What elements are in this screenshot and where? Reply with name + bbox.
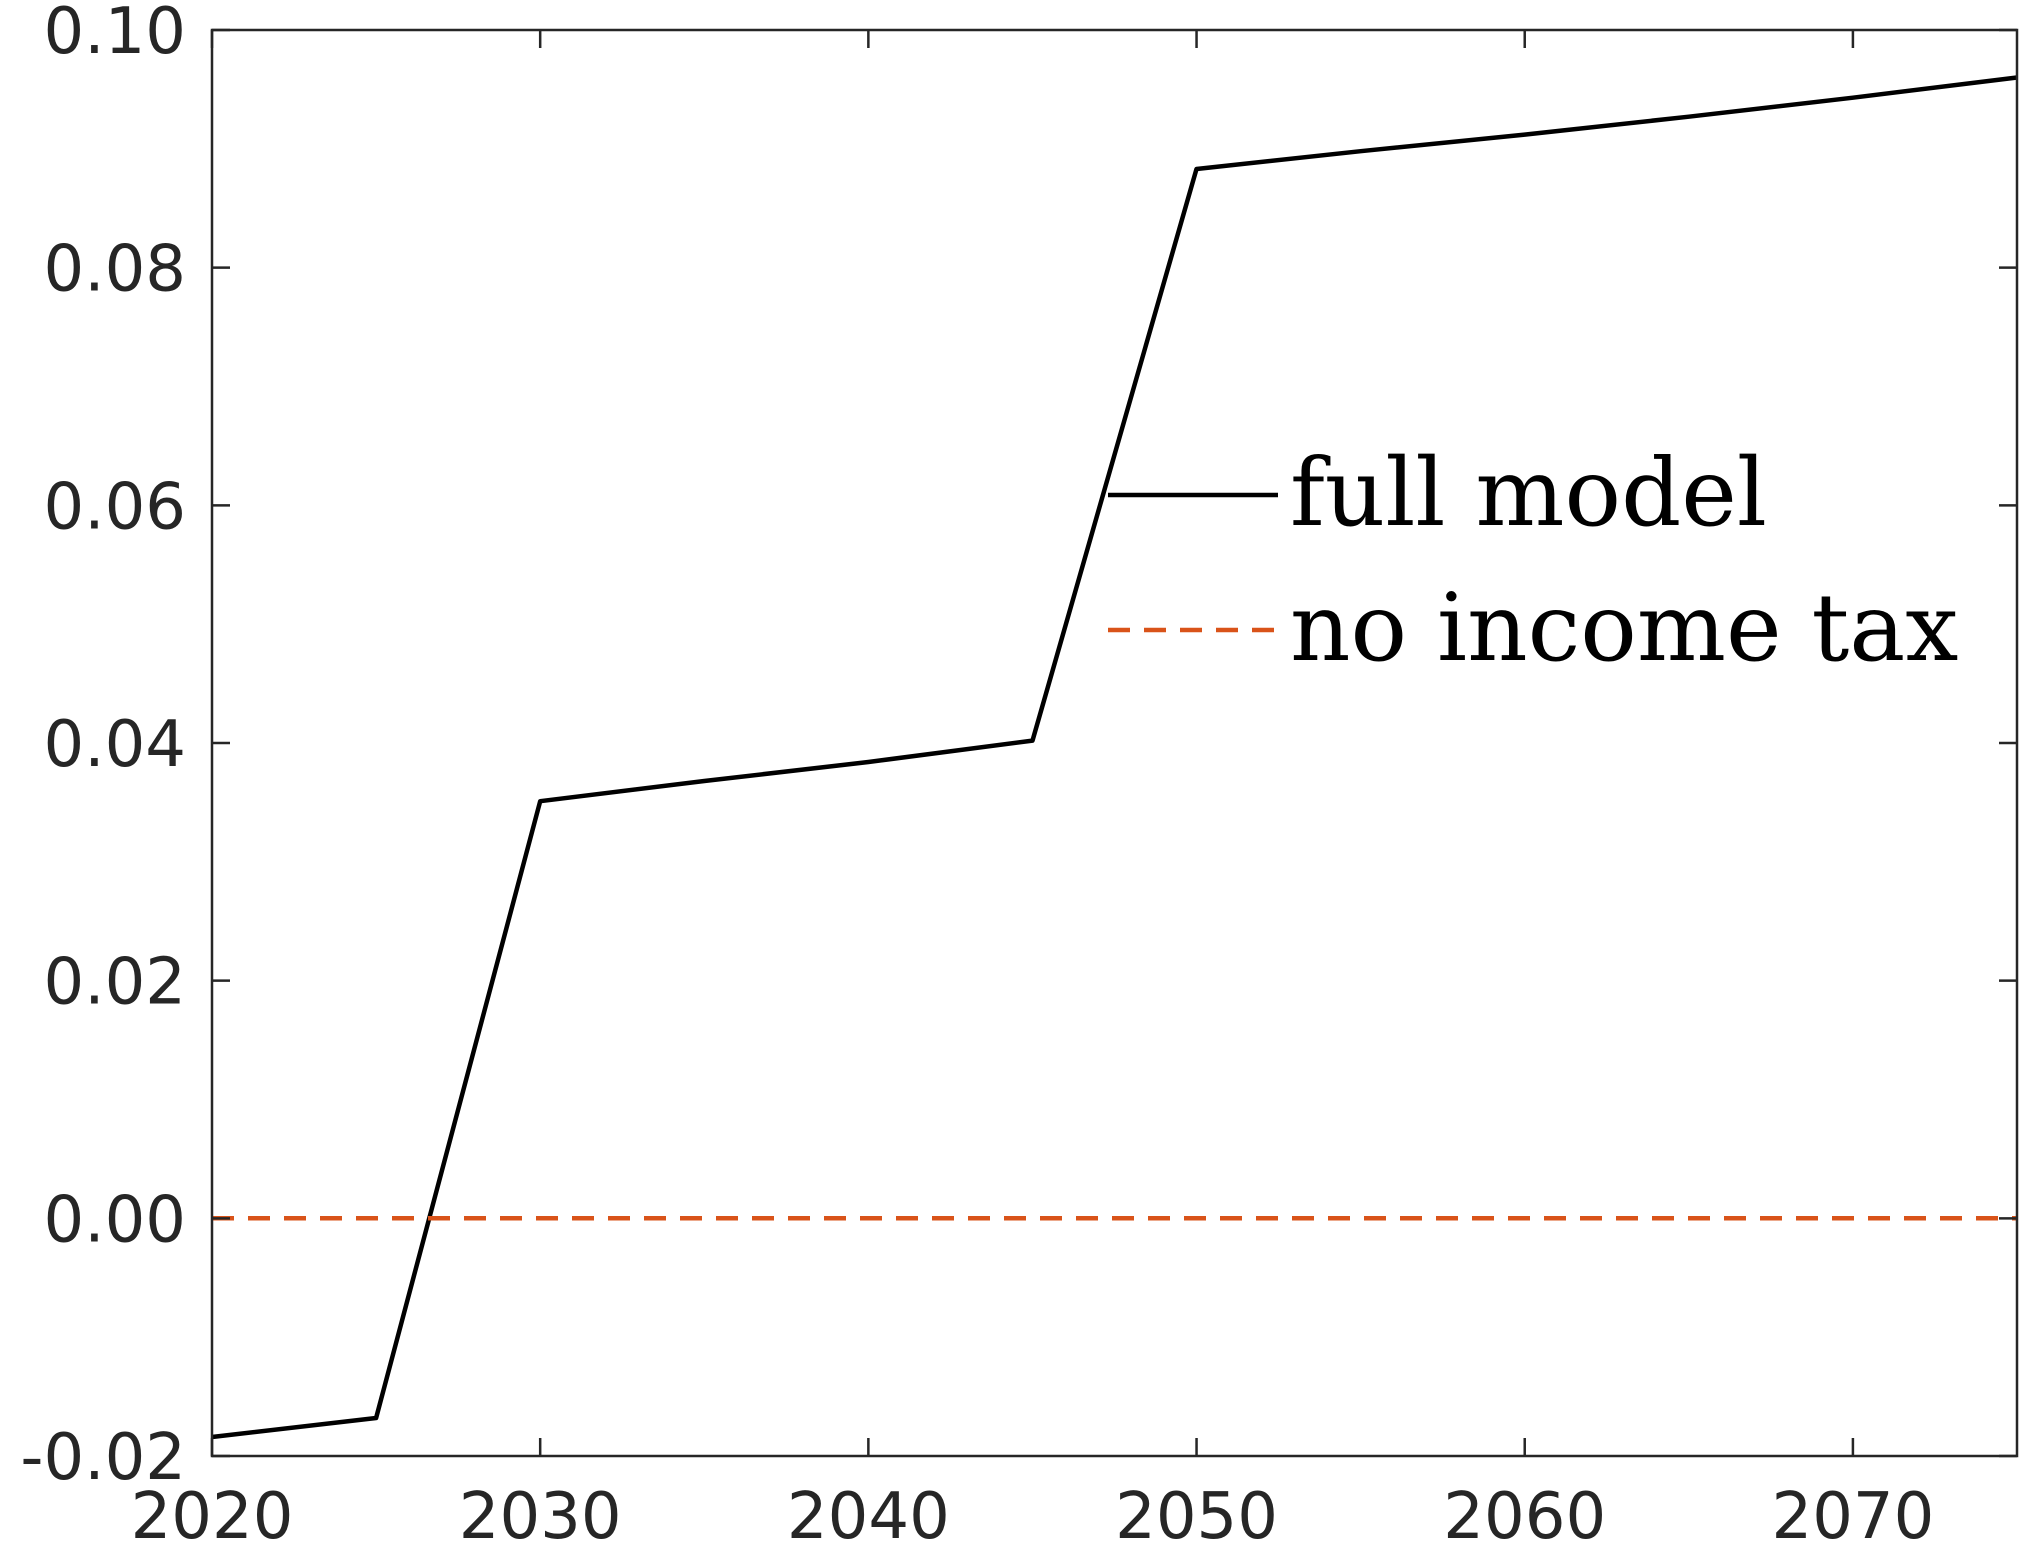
y-tick-label: 0.00 (44, 1183, 187, 1257)
x-tick-label: 2030 (459, 1480, 622, 1554)
plot-frame (210, 28, 2019, 1458)
y-tick-label: 0.10 (44, 0, 187, 69)
y-tick-label: 0.08 (44, 233, 187, 307)
x-tick-label: 2050 (1115, 1480, 1278, 1554)
series-layer (211, 75, 2018, 1440)
x-tick-label: 2060 (1443, 1480, 1606, 1554)
y-tick-label: 0.06 (44, 470, 187, 544)
axes-layer: 2020 2030 2040 2050 2060 2070 -0.02 0.00 0.02 0.0… (20, 0, 2019, 1554)
y-tick-label: 0.04 (44, 708, 187, 782)
y-tick-label: -0.02 (20, 1421, 186, 1495)
legend: full model no income tax (1108, 439, 1958, 683)
legend-label-1: full model (1290, 439, 1767, 548)
series-line-1 (211, 75, 2018, 1440)
y-tick-label: 0.02 (44, 946, 187, 1020)
x-tick-label: 2040 (787, 1480, 950, 1554)
legend-label-2: no income tax (1290, 574, 1958, 683)
x-tick-label: 2070 (1771, 1480, 1934, 1554)
x-tick-label: 2020 (131, 1480, 294, 1554)
